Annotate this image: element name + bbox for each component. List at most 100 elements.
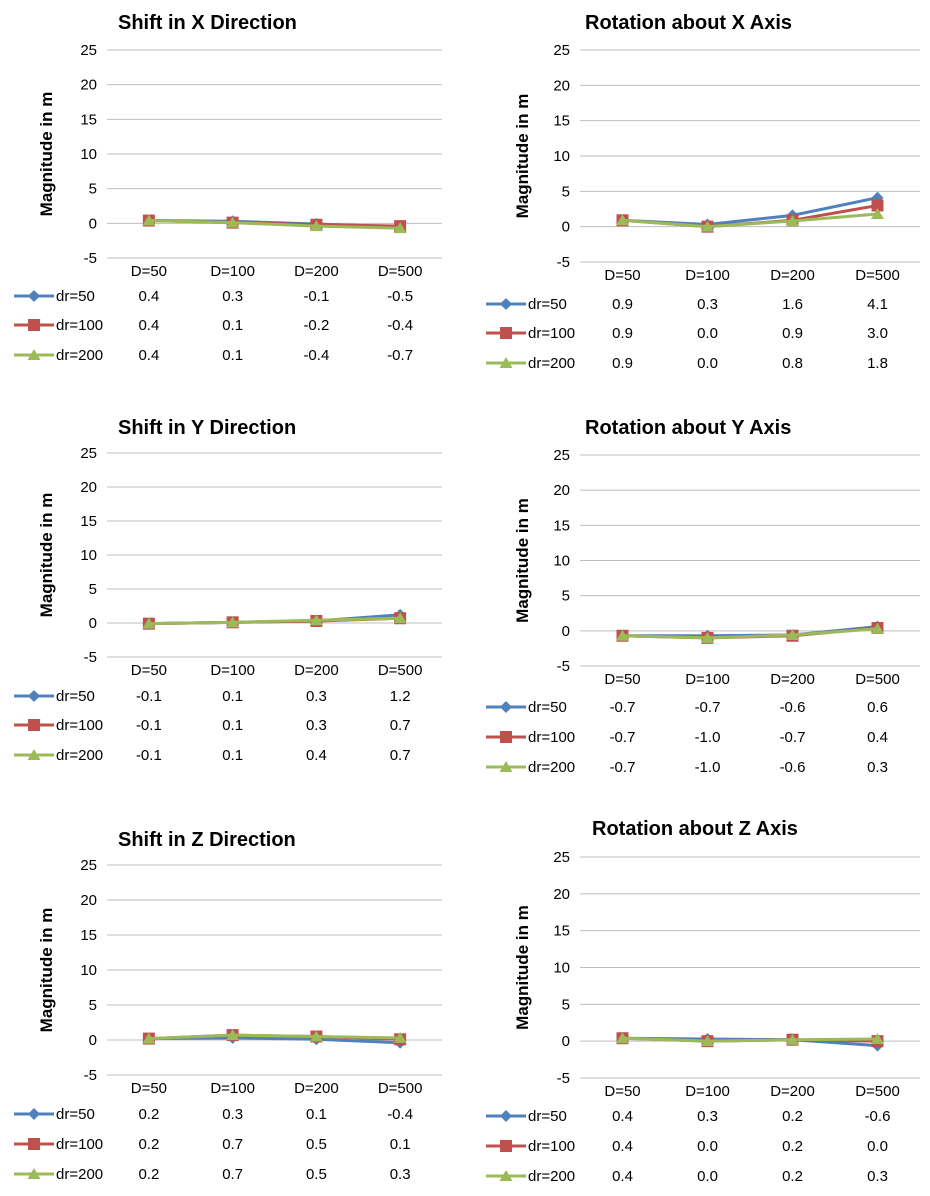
chart-shift-y: Shift in Y Direction Magnitude in m -5 0 5 10… [14, 417, 442, 764]
y-tick-label: 10 [80, 547, 97, 564]
data-table-value: 0.2 [782, 1138, 803, 1155]
series-line-dr-200 [622, 212, 878, 229]
chart-title: Shift in Z Direction [118, 829, 296, 851]
data-table-value: 0.4 [138, 317, 159, 334]
data-table-value: 0.7 [222, 1166, 243, 1183]
data-table-value: 0.5 [306, 1136, 327, 1153]
legend-label: dr=50 [528, 699, 567, 716]
data-table-value: 0.2 [782, 1108, 803, 1125]
legend-label: dr=100 [56, 717, 103, 734]
data-table-value: -0.6 [780, 759, 806, 776]
data-table-value: -0.6 [780, 699, 806, 716]
data-table-value: -0.7 [610, 759, 636, 776]
data-point-dr-200 [393, 1031, 407, 1043]
data-table-value: -0.7 [780, 729, 806, 746]
data-table-value: -0.4 [387, 1106, 413, 1123]
x-tick-label: D=200 [770, 1083, 815, 1100]
legend-label: dr=200 [56, 347, 103, 364]
data-table-value: -0.4 [303, 347, 329, 364]
data-table-value: 0.0 [697, 1138, 718, 1155]
data-table-value: 0.9 [612, 355, 633, 372]
data-point-dr-200 [309, 1030, 323, 1042]
data-point-dr-200 [616, 214, 629, 226]
data-point-dr-100 [871, 199, 884, 212]
data-table-value: 0.2 [138, 1166, 159, 1183]
legend-marker-dr-200 [27, 349, 41, 360]
legend-label: dr=100 [528, 729, 575, 746]
legend-label: dr=100 [56, 317, 103, 334]
data-table-value: -0.1 [303, 288, 329, 305]
legend-marker-dr-200 [27, 1168, 41, 1179]
y-axis-label: Magnitude in m [37, 908, 56, 1033]
data-table-value: -0.6 [865, 1108, 891, 1125]
y-tick-label: 10 [80, 146, 97, 163]
x-tick-label: D=100 [210, 263, 255, 280]
x-tick-label: D=200 [294, 1080, 339, 1097]
x-tick-label: D=500 [378, 263, 423, 280]
chart-shift-z: Shift in Z Direction Magnitude in m -5 0 5 10… [14, 829, 442, 1183]
data-table-value: 0.5 [306, 1166, 327, 1183]
y-tick-label: 5 [89, 997, 97, 1014]
data-table-value: 0.7 [222, 1136, 243, 1153]
chart-rotation-x: Rotation about X Axis Magnitude in m -5 0 5 1… [486, 12, 920, 372]
legend-marker-dr-100 [28, 1138, 40, 1150]
data-point-dr-200 [786, 1033, 799, 1045]
data-point-dr-200 [142, 1032, 156, 1044]
data-table-value: 0.0 [697, 325, 718, 342]
legend-label: dr=200 [56, 747, 103, 764]
legend-label: dr=200 [528, 355, 575, 372]
data-table-value: 0.9 [612, 325, 633, 342]
legend-label: dr=100 [528, 325, 575, 342]
y-tick-label: 10 [553, 960, 570, 977]
data-table-value: -0.7 [610, 729, 636, 746]
legend-label: dr=50 [528, 1108, 567, 1125]
y-tick-label: -5 [557, 254, 570, 271]
legend-label: dr=50 [56, 288, 95, 305]
data-point-dr-200 [226, 1029, 240, 1041]
data-point-dr-200 [393, 612, 407, 624]
data-table-value: 0.7 [390, 717, 411, 734]
x-tick-label: D=100 [685, 671, 730, 688]
data-table-value: 4.1 [867, 296, 888, 313]
x-tick-label: D=100 [685, 267, 730, 284]
data-point-dr-200 [142, 617, 156, 629]
y-axis-label: Magnitude in m [37, 493, 56, 618]
y-tick-label: 20 [553, 886, 570, 903]
data-point-dr-200 [309, 614, 323, 626]
data-table-value: -0.4 [387, 317, 413, 334]
x-tick-label: D=200 [770, 671, 815, 688]
y-tick-label: 5 [562, 183, 570, 200]
x-tick-label: D=50 [131, 263, 167, 280]
y-tick-label: 15 [80, 927, 97, 944]
data-table-value: 0.1 [390, 1136, 411, 1153]
y-tick-label: 15 [80, 513, 97, 530]
data-table-value: 0.6 [867, 699, 888, 716]
y-tick-label: 0 [562, 623, 570, 640]
y-tick-label: 10 [80, 962, 97, 979]
x-tick-label: D=100 [210, 662, 255, 679]
data-table-value: 0.1 [306, 1106, 327, 1123]
legend-marker-dr-200 [499, 761, 513, 772]
legend-marker-dr-200 [499, 357, 513, 368]
y-tick-label: 0 [89, 1032, 97, 1049]
y-tick-label: 20 [80, 892, 97, 909]
legend-marker-dr-100 [500, 731, 512, 743]
legend-marker-dr-100 [500, 327, 512, 339]
y-tick-label: -5 [84, 1067, 97, 1084]
data-table-value: -0.1 [136, 717, 162, 734]
data-table-value: -1.0 [695, 729, 721, 746]
y-tick-label: 0 [89, 215, 97, 232]
series-line-dr-200 [622, 1036, 878, 1043]
legend-label: dr=100 [528, 1138, 575, 1155]
y-tick-label: 25 [553, 42, 570, 59]
legend-marker-dr-100 [28, 719, 40, 731]
x-tick-label: D=100 [210, 1080, 255, 1097]
y-axis-label: Magnitude in m [513, 905, 532, 1030]
x-tick-label: D=500 [378, 662, 423, 679]
data-table-value: -1.0 [695, 759, 721, 776]
data-table-value: -0.1 [136, 747, 162, 764]
y-tick-label: 15 [553, 923, 570, 940]
x-tick-label: D=50 [604, 1083, 640, 1100]
legend-marker-dr-100 [28, 319, 40, 331]
data-table-value: 0.4 [612, 1138, 633, 1155]
